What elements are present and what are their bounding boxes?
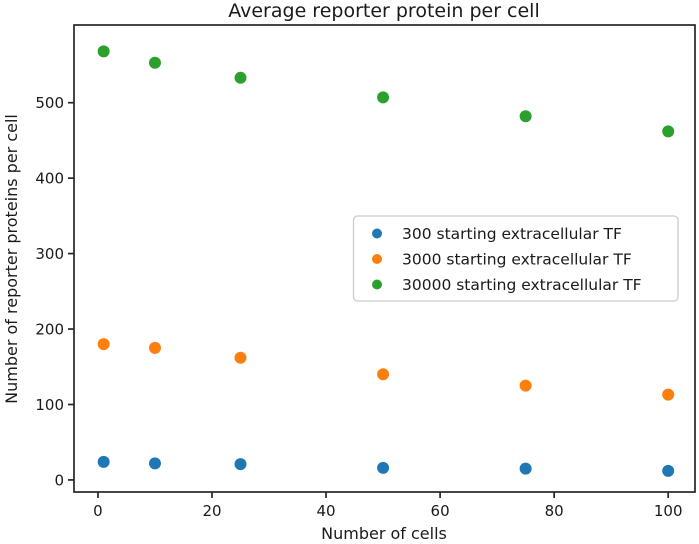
data-point xyxy=(97,455,110,468)
x-tick-label: 20 xyxy=(202,502,221,520)
data-point xyxy=(148,341,161,354)
x-tick-label: 0 xyxy=(93,502,103,520)
legend-label: 300 starting extracellular TF xyxy=(402,225,622,243)
data-point xyxy=(148,56,161,69)
plot-generated-content: 0 20 40 60 80 100 0 100 200 300 400 500 300 starting… xyxy=(35,24,696,520)
data-point xyxy=(234,71,247,84)
y-tick-label: 0 xyxy=(54,471,64,489)
data-point xyxy=(377,91,390,104)
plot-border xyxy=(73,24,696,493)
data-point xyxy=(377,461,390,474)
x-axis-label: Number of cells xyxy=(321,524,447,543)
legend-box xyxy=(352,215,679,302)
x-tick-label: 40 xyxy=(317,502,336,520)
legend-marker xyxy=(372,279,382,290)
data-point xyxy=(97,45,110,58)
y-tick-label: 100 xyxy=(35,396,64,414)
chart-title: Average reporter protein per cell xyxy=(228,0,540,22)
data-point xyxy=(97,338,110,351)
x-tick-label: 60 xyxy=(431,502,450,520)
y-tick-label: 300 xyxy=(35,245,64,263)
y-tick-label: 200 xyxy=(35,321,64,339)
data-point xyxy=(662,388,675,401)
x-tick-label: 100 xyxy=(654,502,683,520)
data-point xyxy=(662,125,675,138)
data-point xyxy=(234,351,247,364)
data-point xyxy=(148,457,161,470)
data-point xyxy=(519,110,532,123)
y-axis-label: Number of reporter proteins per cell xyxy=(2,114,21,404)
data-point xyxy=(662,464,675,477)
legend-marker xyxy=(372,254,382,264)
data-point xyxy=(234,458,247,471)
data-point xyxy=(377,368,390,381)
legend-label: 30000 starting extracellular TF xyxy=(402,276,642,294)
legend-marker xyxy=(372,228,382,239)
data-point xyxy=(519,379,532,392)
data-point xyxy=(519,462,532,475)
legend-label: 3000 starting extracellular TF xyxy=(402,251,632,269)
y-tick-label: 400 xyxy=(35,170,64,188)
x-tick-label: 80 xyxy=(545,502,564,520)
y-tick-label: 500 xyxy=(35,94,64,112)
